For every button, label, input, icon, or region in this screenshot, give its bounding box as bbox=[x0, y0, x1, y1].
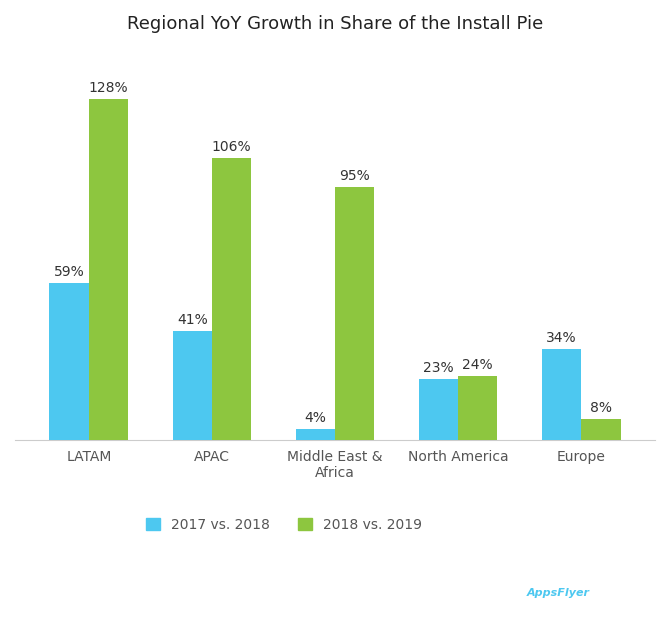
Title: Regional YoY Growth in Share of the Install Pie: Regional YoY Growth in Share of the Inst… bbox=[127, 15, 543, 33]
Text: 4%: 4% bbox=[304, 411, 326, 425]
Bar bbox=[50, 283, 89, 440]
Bar bbox=[295, 429, 335, 440]
Bar bbox=[212, 158, 251, 440]
Text: AppsFlyer: AppsFlyer bbox=[527, 589, 590, 598]
Legend: 2017 vs. 2018, 2018 vs. 2019: 2017 vs. 2018, 2018 vs. 2019 bbox=[141, 512, 427, 537]
Text: 95%: 95% bbox=[339, 169, 370, 183]
Bar bbox=[581, 418, 620, 440]
Text: 106%: 106% bbox=[212, 140, 251, 154]
Bar bbox=[458, 376, 497, 440]
Bar bbox=[335, 187, 375, 440]
Text: 8%: 8% bbox=[590, 400, 612, 415]
Text: 128%: 128% bbox=[88, 81, 129, 95]
Bar bbox=[419, 379, 458, 440]
Text: 24%: 24% bbox=[462, 358, 493, 372]
Bar bbox=[173, 331, 212, 440]
Text: 59%: 59% bbox=[54, 265, 84, 279]
Text: 41%: 41% bbox=[177, 313, 208, 327]
Text: 23%: 23% bbox=[423, 360, 454, 375]
Text: 34%: 34% bbox=[546, 331, 577, 346]
Bar bbox=[542, 349, 581, 440]
Bar bbox=[89, 99, 128, 440]
